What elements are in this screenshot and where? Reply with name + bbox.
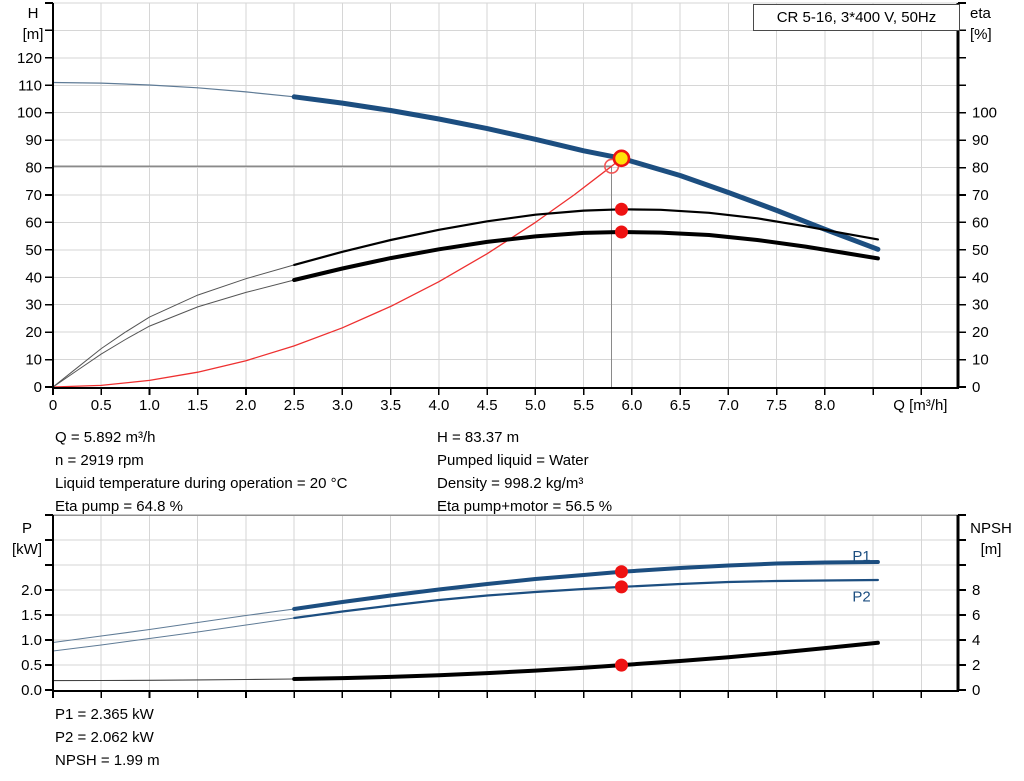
svg-text:60: 60 xyxy=(972,214,989,231)
svg-text:5.5: 5.5 xyxy=(573,397,594,414)
p-axis-unit: [kW] xyxy=(12,541,42,558)
left-axis-title-bottom-chart: P [kW] xyxy=(6,518,48,560)
duty-readout-left: Q = 5.892 m³/h n = 2919 rpm Liquid tempe… xyxy=(55,426,347,518)
svg-text:70: 70 xyxy=(972,187,989,204)
svg-text:2.0: 2.0 xyxy=(21,582,42,599)
svg-text:100: 100 xyxy=(17,105,42,122)
readout-line: P2 = 2.062 kW xyxy=(55,729,154,746)
svg-text:1.0: 1.0 xyxy=(139,397,160,414)
svg-text:0.5: 0.5 xyxy=(21,657,42,674)
svg-text:4.5: 4.5 xyxy=(477,397,498,414)
readout-line: n = 2919 rpm xyxy=(55,452,144,469)
svg-text:20: 20 xyxy=(972,324,989,341)
svg-text:100: 100 xyxy=(972,105,997,122)
svg-text:120: 120 xyxy=(17,50,42,67)
h-axis-label: H xyxy=(27,5,39,22)
svg-text:0.0: 0.0 xyxy=(21,682,42,699)
duty-readout-right: H = 83.37 m Pumped liquid = Water Densit… xyxy=(437,426,612,518)
svg-text:90: 90 xyxy=(972,132,989,149)
svg-text:90: 90 xyxy=(25,132,42,149)
svg-text:7.5: 7.5 xyxy=(766,397,787,414)
readout-line: Liquid temperature during operation = 20… xyxy=(55,475,348,492)
svg-text:1.5: 1.5 xyxy=(187,397,208,414)
npsh-axis-unit: [m] xyxy=(980,541,1002,558)
svg-text:1.0: 1.0 xyxy=(21,632,42,649)
svg-text:10: 10 xyxy=(972,352,989,369)
readout-line: Density = 998.2 kg/m³ xyxy=(437,475,584,492)
svg-text:P2: P2 xyxy=(852,589,870,606)
svg-text:30: 30 xyxy=(972,297,989,314)
svg-text:80: 80 xyxy=(25,160,42,177)
p-axis-label: P xyxy=(21,520,32,537)
eta-axis-unit: [%] xyxy=(970,26,992,43)
left-axis-title-top-chart: H [m] xyxy=(16,3,50,45)
svg-text:2.5: 2.5 xyxy=(284,397,305,414)
readout-line: Eta pump+motor = 56.5 % xyxy=(437,498,613,515)
svg-text:0: 0 xyxy=(34,379,42,396)
svg-text:0: 0 xyxy=(972,682,980,699)
pump-title-text: CR 5-16, 3*400 V, 50Hz xyxy=(776,9,937,26)
svg-text:4.0: 4.0 xyxy=(428,397,449,414)
readout-line: Eta pump = 64.8 % xyxy=(55,498,183,515)
svg-text:3.5: 3.5 xyxy=(380,397,401,414)
svg-text:2: 2 xyxy=(972,657,980,674)
svg-text:40: 40 xyxy=(972,269,989,286)
svg-text:Q [m³/h]: Q [m³/h] xyxy=(893,397,947,414)
pump-title-box: CR 5-16, 3*400 V, 50Hz xyxy=(753,4,960,31)
svg-text:8.0: 8.0 xyxy=(814,397,835,414)
power-readout: P1 = 2.365 kW P2 = 2.062 kW NPSH = 1.99 … xyxy=(55,703,160,772)
svg-text:5.0: 5.0 xyxy=(525,397,546,414)
svg-text:2.0: 2.0 xyxy=(236,397,257,414)
readout-line: H = 83.37 m xyxy=(437,429,520,446)
readout-line: NPSH = 1.99 m xyxy=(55,752,160,769)
h-axis-unit: [m] xyxy=(22,26,44,43)
svg-text:10: 10 xyxy=(25,352,42,369)
svg-text:50: 50 xyxy=(972,242,989,259)
svg-text:1.5: 1.5 xyxy=(21,607,42,624)
svg-text:60: 60 xyxy=(25,214,42,231)
right-axis-title-bottom-chart: NPSH [m] xyxy=(964,518,1018,560)
svg-text:0: 0 xyxy=(49,397,57,414)
npsh-axis-label: NPSH xyxy=(970,520,1012,537)
svg-text:20: 20 xyxy=(25,324,42,341)
right-axis-title-top-chart: eta [%] xyxy=(970,3,992,45)
eta-axis-label: eta xyxy=(970,5,991,22)
svg-text:40: 40 xyxy=(25,269,42,286)
readout-line: Pumped liquid = Water xyxy=(437,452,589,469)
svg-text:P1: P1 xyxy=(852,548,870,565)
svg-text:80: 80 xyxy=(972,160,989,177)
svg-text:50: 50 xyxy=(25,242,42,259)
svg-text:7.0: 7.0 xyxy=(718,397,739,414)
readout-line: Q = 5.892 m³/h xyxy=(55,429,156,446)
svg-text:6: 6 xyxy=(972,607,980,624)
readout-line: P1 = 2.365 kW xyxy=(55,706,154,723)
svg-text:4: 4 xyxy=(972,632,980,649)
svg-text:6.0: 6.0 xyxy=(621,397,642,414)
svg-text:0.5: 0.5 xyxy=(91,397,112,414)
svg-text:30: 30 xyxy=(25,297,42,314)
svg-text:70: 70 xyxy=(25,187,42,204)
svg-text:8: 8 xyxy=(972,582,980,599)
svg-text:0: 0 xyxy=(972,379,980,396)
svg-text:110: 110 xyxy=(18,77,42,94)
svg-text:6.5: 6.5 xyxy=(670,397,691,414)
svg-text:3.0: 3.0 xyxy=(332,397,353,414)
